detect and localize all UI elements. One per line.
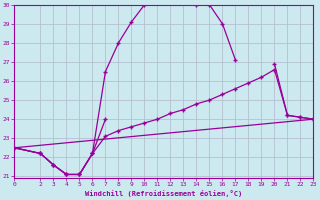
X-axis label: Windchill (Refroidissement éolien,°C): Windchill (Refroidissement éolien,°C) bbox=[85, 190, 243, 197]
